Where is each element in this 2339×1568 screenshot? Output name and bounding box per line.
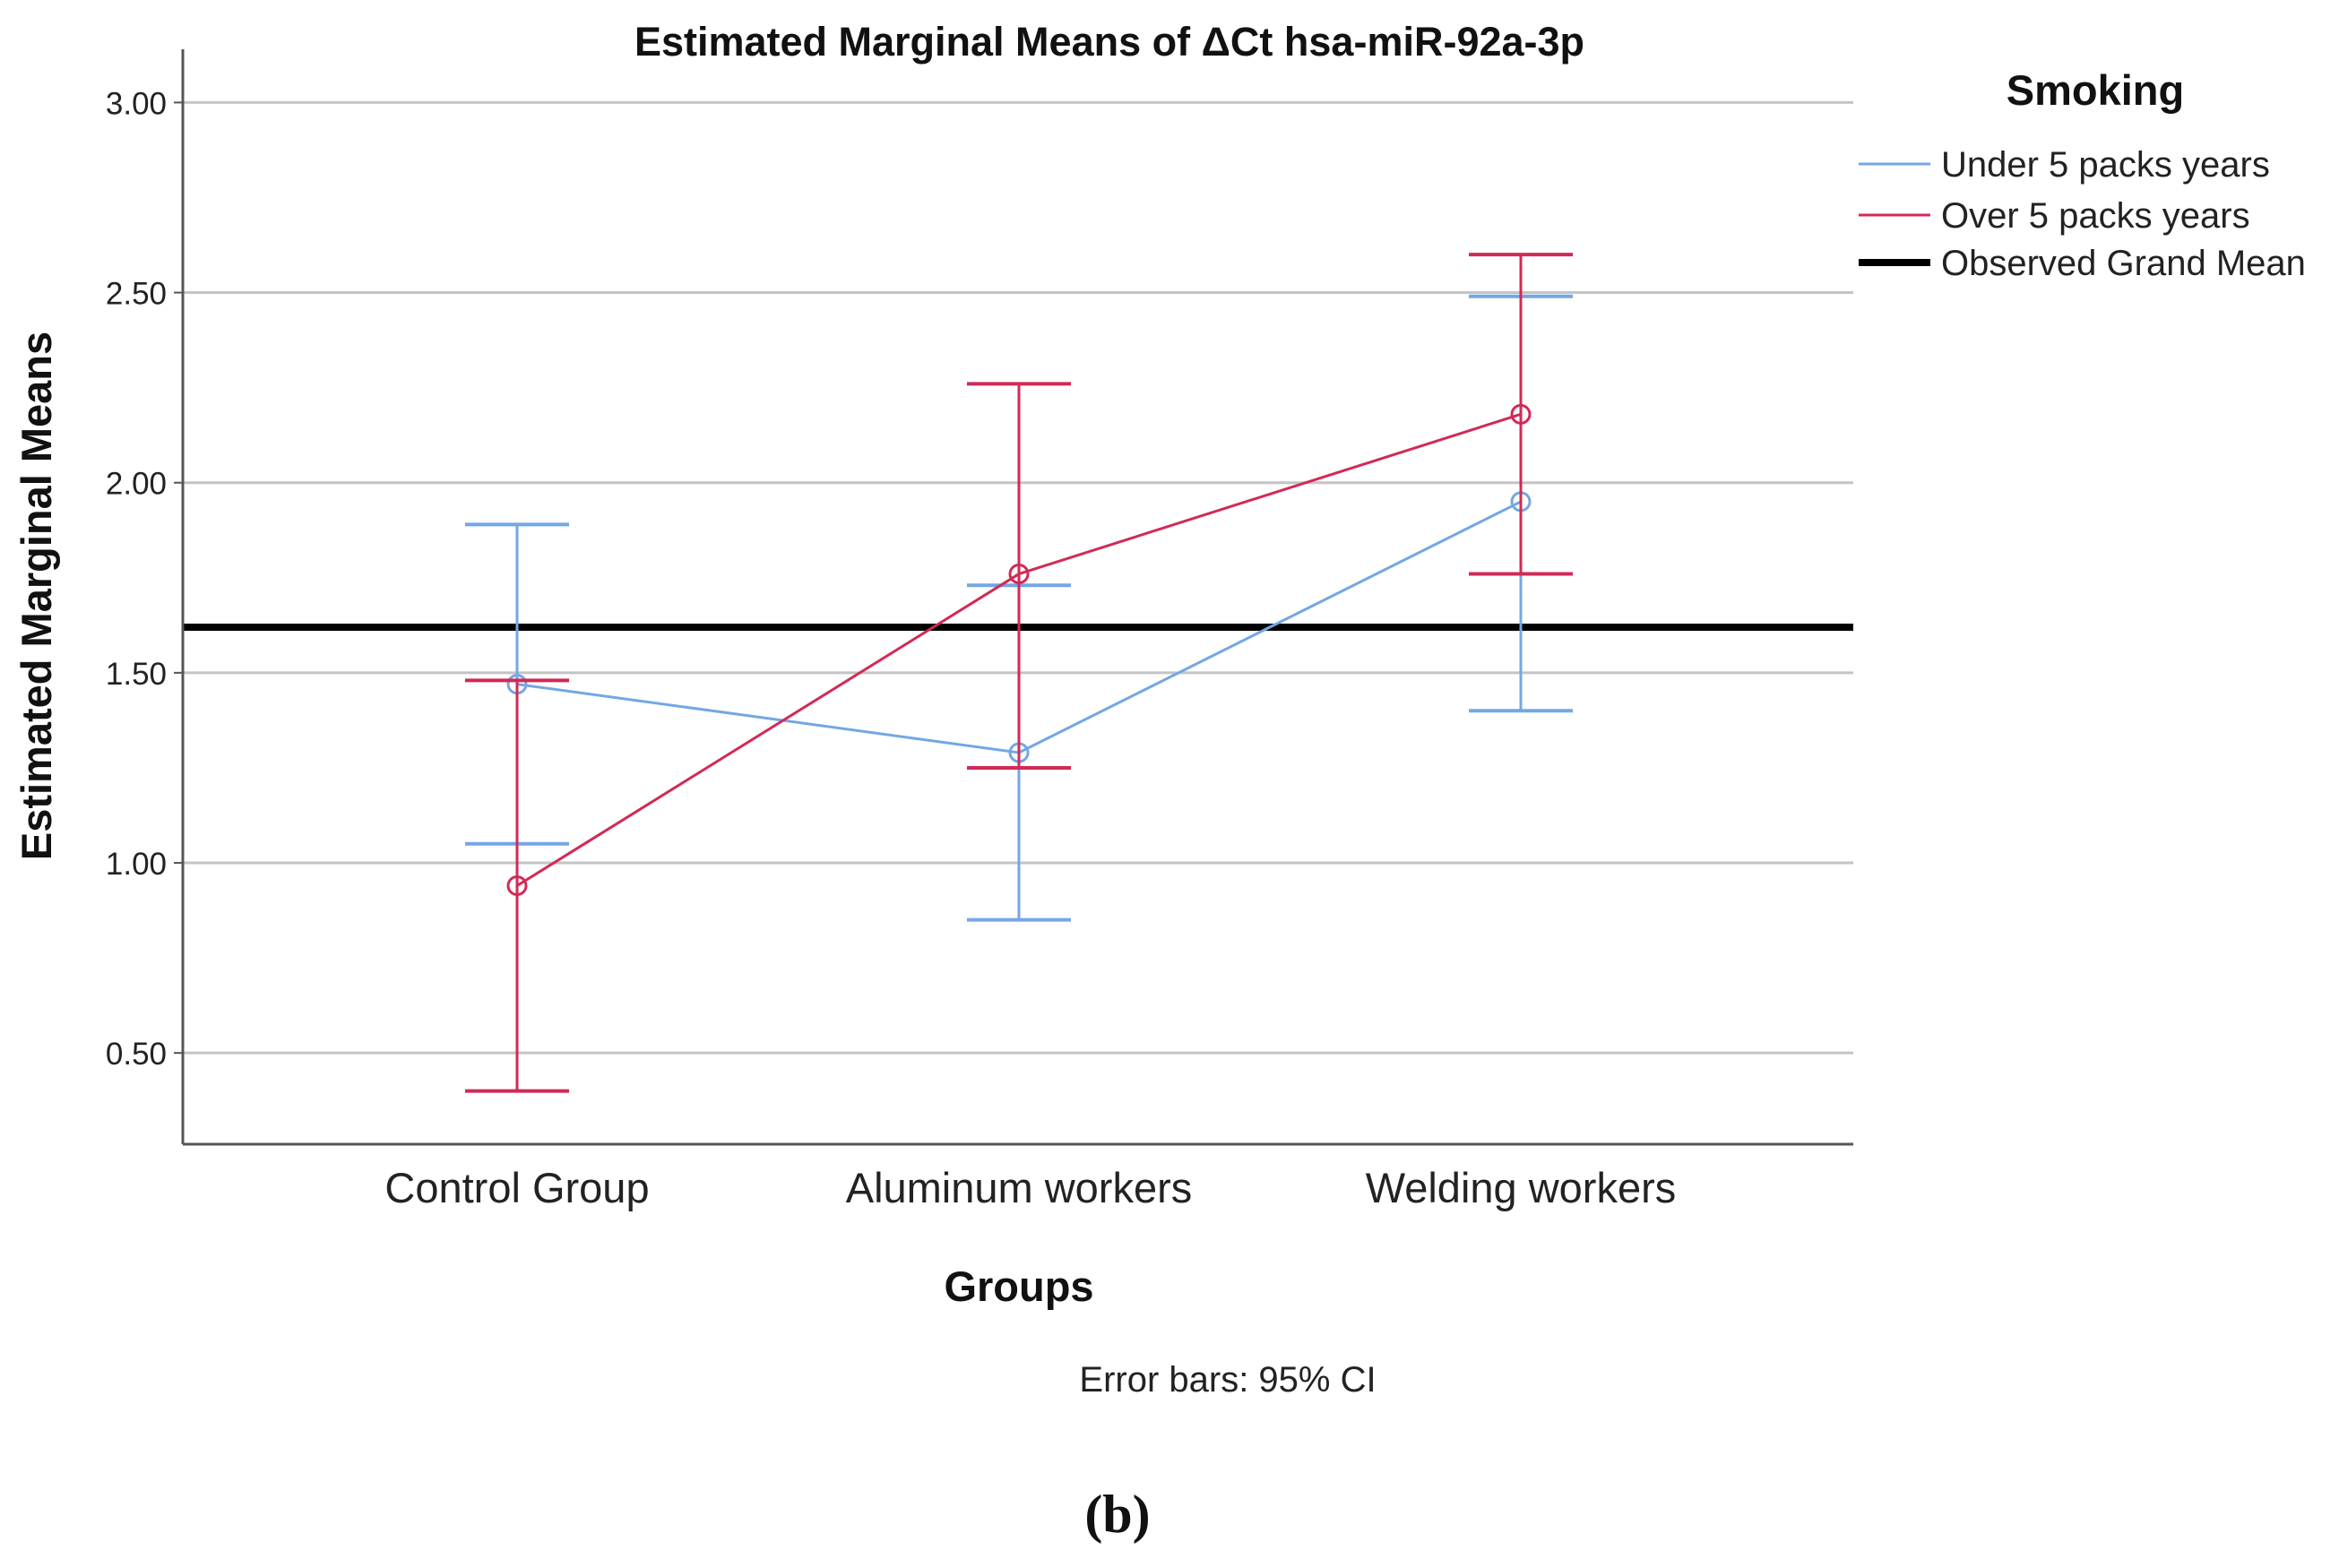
chart-title: Estimated Marginal Means of ΔCt hsa-miR-… — [634, 19, 1584, 65]
data-series — [465, 253, 1573, 1093]
x-tick-label-1: Aluminum workers — [846, 1164, 1193, 1211]
y-tick-label-2: 1.50 — [106, 657, 167, 692]
point-marker-1-2 — [1510, 403, 1532, 425]
axes — [174, 49, 1853, 1146]
x-tick-label-2: Welding workers — [1366, 1164, 1677, 1211]
y-tick-label-4: 2.50 — [106, 277, 167, 312]
y-tick-label-3: 2.00 — [106, 467, 167, 502]
y-tick-label-1: 1.00 — [106, 847, 167, 882]
point-marker-1-0 — [506, 874, 528, 896]
point-marker-1-1 — [1008, 564, 1030, 585]
y-axis-label: Estimated Marginal Means — [13, 332, 60, 860]
y-tick-label-0: 0.50 — [106, 1037, 167, 1072]
y-tick-label-5: 3.00 — [106, 86, 167, 121]
x-tick-label-0: Control Group — [384, 1164, 649, 1211]
series-line-1 — [516, 412, 1522, 887]
legend-label-under-5: Under 5 packs years — [1941, 145, 2270, 185]
error-bars-note: Error bars: 95% CI — [1079, 1360, 1376, 1400]
series-1 — [465, 253, 1573, 1093]
x-axis-label: Groups — [944, 1262, 1093, 1310]
legend-title: Smoking — [2007, 66, 2184, 114]
legend: Smoking Under 5 packs years Over 5 packs… — [1859, 66, 2306, 283]
legend-label-over-5: Over 5 packs years — [1941, 196, 2250, 236]
legend-label-grand-mean: Observed Grand Mean — [1941, 244, 2306, 283]
x-tick-labels: Control Group Aluminum workers Welding wor… — [384, 1164, 1676, 1211]
y-tick-labels: 0.50 1.00 1.50 2.00 2.50 3.00 — [106, 86, 167, 1072]
panel-label: (b) — [1084, 1485, 1150, 1544]
